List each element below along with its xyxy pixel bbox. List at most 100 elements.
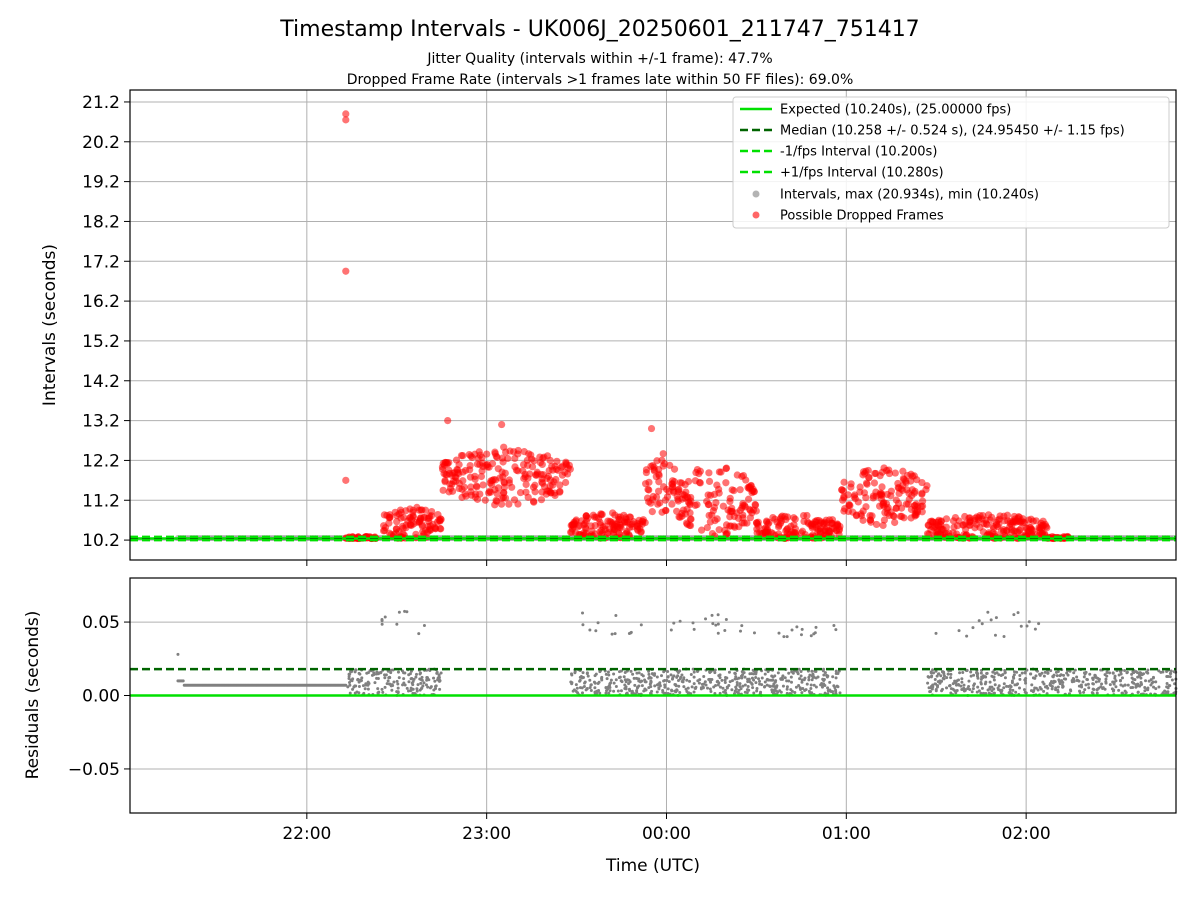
residual-point [405, 610, 409, 614]
residual-point [383, 673, 387, 677]
residual-point [772, 690, 776, 694]
dropped-frame-point [911, 506, 919, 514]
dropped-frame-point [918, 489, 926, 497]
dropped-frame-point [885, 469, 894, 478]
dropped-frame-point [918, 502, 927, 510]
dropped-frame-point [444, 416, 452, 425]
residual-point [949, 687, 953, 691]
dropped-frame-point [516, 489, 525, 497]
residual-point [375, 676, 379, 680]
dropped-frame-point [562, 478, 570, 487]
residual-point [1143, 689, 1147, 693]
residual-point [686, 686, 690, 690]
dropped-frame-point [553, 457, 561, 465]
residual-point [608, 689, 612, 693]
residual-point [795, 625, 799, 629]
residual-point [735, 683, 739, 687]
residual-point [579, 675, 583, 679]
residual-point [979, 677, 983, 681]
residual-point [812, 632, 816, 636]
residual-point [395, 622, 399, 626]
residual-point [636, 677, 640, 681]
residual-point [582, 684, 586, 688]
residual-point [757, 677, 761, 681]
residual-point [754, 676, 758, 680]
residual-point [1095, 687, 1099, 691]
residual-point [814, 669, 818, 673]
dropped-frame-point [744, 495, 753, 503]
dropped-frame-point [531, 488, 539, 496]
residual-point [709, 680, 713, 684]
residual-point [1147, 679, 1151, 683]
residual-point [1003, 676, 1007, 680]
residual-point [675, 675, 679, 679]
residual-point [1030, 683, 1034, 687]
dropped-frame-point [704, 491, 712, 499]
residual-point [774, 689, 778, 693]
residual-point [1134, 685, 1138, 689]
residual-point [979, 671, 983, 675]
dropped-frame-point [878, 491, 886, 500]
dropped-frame-point [409, 520, 418, 528]
residual-point [1130, 676, 1134, 680]
residual-point [663, 685, 667, 689]
residual-point [810, 669, 814, 673]
residual-point [1008, 687, 1012, 691]
dropped-frame-point [852, 512, 860, 520]
dropped-frame-point [703, 523, 711, 532]
dropped-frame-point [833, 520, 841, 528]
top-ytick-label: 18.2 [82, 212, 120, 232]
residual-point [740, 670, 744, 674]
residual-point [785, 687, 789, 691]
residual-point [623, 678, 627, 682]
residual-point [993, 683, 997, 687]
residual-point [1168, 684, 1172, 688]
dropped-frame-point [537, 496, 546, 504]
dropped-frame-point [654, 500, 662, 508]
residual-point [357, 691, 361, 695]
dropped-frame-point [441, 458, 449, 467]
residual-point [1169, 669, 1173, 673]
dropped-frame-point [647, 424, 656, 433]
residual-point [1022, 688, 1026, 692]
dropped-frame-point [996, 512, 1004, 520]
residual-point [389, 671, 393, 675]
residual-point [933, 678, 937, 682]
residual-point [1168, 671, 1172, 675]
dropped-frame-point [481, 496, 489, 504]
dropped-frame-point [845, 500, 853, 509]
residual-point [403, 609, 407, 613]
residual-point [776, 671, 780, 675]
residual-point [740, 624, 744, 628]
residual-point [1040, 671, 1044, 675]
legend-label-dropped: Possible Dropped Frames [780, 209, 944, 224]
residual-point [716, 622, 720, 626]
dropped-frame-point [859, 516, 867, 524]
residual-point [1123, 683, 1127, 687]
residual-point [808, 673, 812, 677]
bottom-reference-lines [130, 667, 1176, 697]
residual-point [385, 682, 389, 686]
residual-point [415, 689, 419, 693]
residual-point [798, 677, 802, 681]
residual-point [983, 675, 987, 679]
dropped-frame-point [872, 520, 881, 529]
residual-point [713, 671, 717, 675]
residual-point [593, 686, 597, 690]
residual-point [632, 676, 636, 680]
residual-point [1091, 676, 1095, 680]
residual-point [353, 670, 357, 674]
subtitle-dropped: Dropped Frame Rate (intervals >1 frames … [347, 72, 854, 88]
residual-point [772, 684, 776, 688]
residual-point [1023, 671, 1027, 675]
residual-point [1151, 676, 1155, 680]
residual-point [417, 632, 421, 636]
residual-point [1029, 689, 1033, 693]
dropped-frame-point [562, 461, 570, 469]
dropped-frame-point [950, 523, 958, 531]
residual-point [1039, 687, 1043, 691]
residual-point [1024, 676, 1028, 680]
residual-point [1046, 686, 1050, 690]
legend: Expected (10.240s), (25.00000 fps) Media… [732, 96, 1170, 229]
xtick-label: 22:00 [282, 824, 331, 844]
